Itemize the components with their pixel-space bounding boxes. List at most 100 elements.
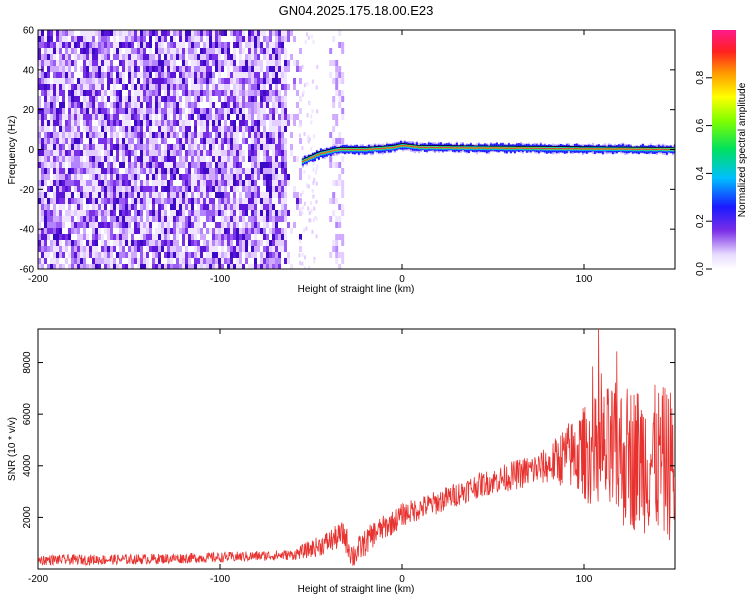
heatmap-cell	[227, 204, 230, 210]
spectral-line-cell	[323, 152, 326, 154]
heatmap-cell	[266, 102, 269, 108]
heatmap-cell	[245, 36, 248, 42]
heatmap-cell	[218, 72, 221, 78]
heatmap-cell	[38, 150, 41, 156]
heatmap-cell	[80, 174, 83, 180]
heatmap-cell	[233, 228, 236, 234]
heatmap-cell	[110, 168, 113, 174]
heatmap-cell	[338, 96, 342, 102]
heatmap-cell	[146, 258, 149, 264]
heatmap-cell	[98, 144, 101, 150]
heatmap-cell	[107, 54, 110, 60]
heatmap-cell	[209, 180, 212, 186]
heatmap-cell	[176, 204, 179, 210]
heatmap-cell	[104, 108, 107, 114]
heatmap-cell	[47, 162, 50, 168]
x-tick-label: -100	[210, 574, 230, 585]
heatmap-cell	[167, 60, 170, 66]
heatmap-cell	[53, 120, 56, 126]
heatmap-cell	[149, 192, 152, 198]
heatmap-cell	[44, 210, 47, 216]
heatmap-cell	[269, 162, 272, 168]
heatmap-cell	[158, 144, 161, 150]
heatmap-cell	[263, 90, 266, 96]
heatmap-cell	[239, 36, 242, 42]
heatmap-cell	[152, 252, 155, 258]
heatmap-cell	[221, 78, 224, 84]
heatmap-cell	[71, 216, 74, 222]
heatmap-cell	[248, 108, 251, 114]
heatmap-cell	[101, 210, 104, 216]
bottom-x-ticks: -200 -100 0 100	[28, 329, 593, 585]
heatmap-cell	[119, 174, 122, 180]
heatmap-cell	[104, 198, 107, 204]
heatmap-cell	[89, 54, 92, 60]
heatmap-cell	[170, 246, 173, 252]
heatmap-cell	[107, 144, 110, 150]
heatmap-cell	[140, 162, 143, 168]
heatmap-cell	[116, 30, 119, 36]
heatmap-cell	[209, 114, 212, 120]
heatmap-cell	[173, 66, 176, 72]
heatmap-cell	[50, 228, 53, 234]
heatmap-cell	[179, 222, 182, 228]
heatmap-cell	[206, 84, 209, 90]
heatmap-cell	[173, 150, 176, 156]
heatmap-cell	[203, 162, 206, 168]
spectral-line-cell	[543, 147, 546, 149]
heatmap-cell	[191, 132, 194, 138]
heatmap-cell	[149, 108, 152, 114]
heatmap-cell	[254, 192, 257, 198]
heatmap-cell	[167, 108, 170, 114]
heatmap-cell	[113, 126, 116, 132]
heatmap-cell	[227, 252, 230, 258]
heatmap-cell	[242, 204, 245, 210]
heatmap-cell	[176, 264, 179, 269]
heatmap-cell	[38, 114, 41, 120]
heatmap-cell	[185, 174, 188, 180]
heatmap-cell	[194, 216, 197, 222]
heatmap-cell	[155, 156, 158, 162]
heatmap-cell	[266, 222, 269, 228]
heatmap-cell	[53, 258, 56, 264]
heatmap-cell	[53, 114, 56, 120]
heatmap-cell	[209, 96, 212, 102]
heatmap-cell	[50, 150, 53, 156]
heatmap-cell	[341, 180, 345, 186]
heatmap-cell	[191, 264, 194, 269]
heatmap-cell	[176, 198, 179, 204]
heatmap-cell	[185, 162, 188, 168]
heatmap-cell	[287, 60, 290, 66]
heatmap-cell	[272, 186, 275, 192]
heatmap-cell	[221, 198, 224, 204]
heatmap-cell	[164, 138, 167, 144]
heatmap-cell	[152, 156, 155, 162]
heatmap-cell	[281, 186, 284, 192]
heatmap-cell	[233, 120, 236, 126]
heatmap-cell	[203, 246, 206, 252]
spectral-line-cell	[629, 148, 632, 150]
heatmap-cell	[251, 144, 254, 150]
heatmap-cell	[134, 66, 137, 72]
spectral-line-cell	[321, 152, 324, 154]
heatmap-cell	[125, 228, 128, 234]
heatmap-cell	[239, 216, 242, 222]
heatmap-cell	[164, 84, 167, 90]
heatmap-cell	[236, 102, 239, 108]
heatmap-cell	[89, 246, 92, 252]
heatmap-cell	[155, 60, 158, 66]
heatmap-cell	[92, 114, 95, 120]
heatmap-cell	[206, 114, 209, 120]
heatmap-cell	[170, 198, 173, 204]
heatmap-cell	[107, 126, 110, 132]
spectral-line-cell	[555, 148, 558, 150]
heatmap-cell	[248, 72, 251, 78]
heatmap-cell	[200, 204, 203, 210]
heatmap-cell	[278, 54, 281, 60]
heatmap-cell	[80, 168, 83, 174]
heatmap-cell	[68, 174, 71, 180]
heatmap-cell	[239, 252, 242, 258]
heatmap-cell	[89, 174, 92, 180]
heatmap-cell	[260, 138, 263, 144]
heatmap-cell	[310, 209, 313, 214]
